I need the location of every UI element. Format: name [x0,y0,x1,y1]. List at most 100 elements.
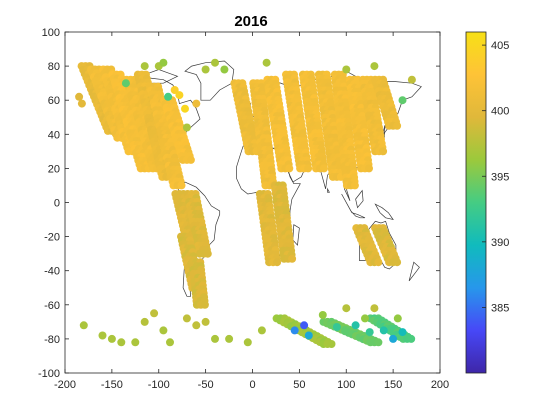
data-point [288,254,297,263]
data-point [379,147,388,156]
data-point [121,79,130,88]
y-tick-label: -80 [44,334,60,346]
data-point [370,304,379,313]
data-point [285,164,294,173]
y-tick-label: 40 [48,129,60,141]
data-point [170,86,179,94]
data-point [379,326,388,335]
colorbar [465,31,487,374]
data-point [166,338,174,347]
colorbar-tick-label: 395 [491,171,509,183]
x-tick-label: 100 [337,379,355,391]
data-point [320,164,328,173]
data-point [200,300,209,309]
data-point [374,338,383,347]
data-point [201,317,210,326]
data-point [342,65,351,74]
x-tick-label: -150 [101,379,123,391]
data-point [370,62,379,71]
data-point [318,311,327,319]
data-point [140,317,149,326]
y-tick-label: -20 [44,232,60,244]
y-tick-label: 80 [48,61,60,73]
data-point [327,340,336,348]
x-tick-label: -200 [54,379,76,391]
data-point [374,258,383,267]
y-tick-label: 0 [54,198,60,210]
data-point [192,321,201,330]
data-point [389,334,398,343]
data-point [201,65,210,74]
data-point [225,334,234,343]
coastline-path [327,187,330,193]
data-points [75,58,416,347]
coastline-path [374,203,394,221]
data-point [131,338,140,347]
data-point [365,164,373,173]
data-point [332,323,341,331]
y-tick-label: 20 [48,163,60,175]
data-point [98,331,107,340]
x-tick-label: 200 [431,379,449,391]
x-tick-label: 150 [384,379,402,391]
x-axis: -200 -150 -100 -50 0 50 100 150 200 [54,32,449,391]
y-tick-label: 100 [42,27,60,39]
y-tick-label: 60 [48,95,60,107]
x-tick-label: -100 [148,379,170,391]
data-point [181,104,189,113]
x-tick-label: 50 [293,379,305,391]
data-point [398,96,407,105]
colorbar-tick-label: 390 [491,237,509,249]
data-point [159,58,168,67]
coastline-path [408,261,420,282]
data-point [203,249,212,258]
data-swaths [77,62,416,348]
data-point [257,326,266,335]
colorbar-ticks: 385 390 395 400 405 [482,40,509,314]
data-point [211,58,219,67]
data-point [243,338,252,347]
data-point [365,328,374,337]
y-tick-label: -40 [44,266,60,278]
x-tick-label: -50 [198,379,214,391]
colorbar-tick-label: 385 [491,302,509,314]
chart-title: 2016 [234,13,267,30]
data-point [398,328,407,337]
data-point [300,321,309,330]
coastline-path [341,193,366,219]
data-point [140,62,149,71]
data-point [407,75,416,84]
data-point [393,314,402,323]
coastline-path [292,224,300,246]
data-point [159,326,168,335]
data-point [342,304,351,313]
data-point [192,99,201,108]
y-tick-label: -60 [44,300,60,312]
data-point [175,91,184,100]
data-point [79,321,88,330]
coastline-path [355,189,364,209]
data-point [220,65,229,74]
data-point [407,334,416,343]
y-tick-label: -100 [38,368,60,380]
data-point [182,314,191,323]
data-point [273,258,282,267]
data-point [262,58,271,67]
x-tick-label: 0 [249,379,255,391]
data-point [290,326,299,335]
data-point [350,181,359,190]
data-point [304,331,313,340]
colorbar-tick-label: 405 [491,40,509,52]
data-point [177,181,186,190]
data-point [107,334,116,343]
data-point [304,164,313,173]
data-point [75,92,84,101]
data-point [186,155,195,164]
data-point [164,92,173,101]
data-point [77,99,86,108]
data-point [211,334,219,343]
data-point [361,314,369,323]
data-point [117,338,126,347]
data-point [393,258,402,267]
